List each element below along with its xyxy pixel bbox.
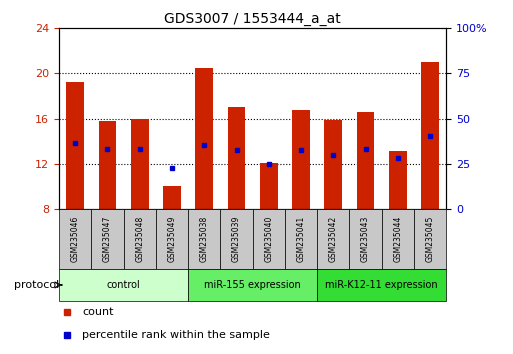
Bar [389,151,407,209]
Text: protocol: protocol [14,280,59,290]
Text: GSM235046: GSM235046 [71,216,80,262]
Text: GSM235043: GSM235043 [361,216,370,262]
Bar [421,62,439,209]
Bar [221,209,252,269]
Text: GSM235045: GSM235045 [426,216,435,262]
Bar [59,269,188,301]
Bar [124,209,156,269]
Bar [91,209,124,269]
Bar [188,269,317,301]
Bar [228,107,245,209]
Bar [163,186,181,209]
Bar [324,120,342,209]
Bar [188,209,221,269]
Text: miR-155 expression: miR-155 expression [204,280,301,290]
Text: GSM235047: GSM235047 [103,216,112,262]
Bar [252,209,285,269]
Bar [317,209,349,269]
Bar [131,119,149,209]
Text: percentile rank within the sample: percentile rank within the sample [82,330,270,341]
Bar [66,82,84,209]
Text: GSM235041: GSM235041 [297,216,306,262]
Text: GSM235049: GSM235049 [167,216,176,262]
Bar [292,110,310,209]
Text: GSM235039: GSM235039 [232,216,241,262]
Text: count: count [82,307,114,318]
Text: GSM235038: GSM235038 [200,216,209,262]
Bar [98,121,116,209]
Bar [260,162,278,209]
Text: GSM235042: GSM235042 [329,216,338,262]
Bar [317,269,446,301]
Bar [349,209,382,269]
Title: GDS3007 / 1553444_a_at: GDS3007 / 1553444_a_at [164,12,341,26]
Bar [414,209,446,269]
Bar [285,209,317,269]
Bar [357,112,374,209]
Bar [59,209,91,269]
Text: miR-K12-11 expression: miR-K12-11 expression [325,280,438,290]
Text: GSM235040: GSM235040 [264,216,273,262]
Bar [382,209,414,269]
Text: GSM235048: GSM235048 [135,216,144,262]
Text: control: control [107,280,141,290]
Text: GSM235044: GSM235044 [393,216,402,262]
Bar [156,209,188,269]
Bar [195,68,213,209]
